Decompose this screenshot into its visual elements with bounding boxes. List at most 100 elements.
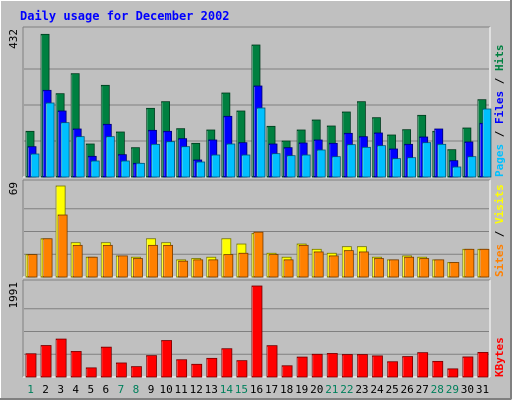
legend-entry: KBytes — [493, 337, 506, 377]
day-label: 5 — [87, 383, 94, 396]
bar-kbytes-day-11 — [176, 359, 188, 378]
bar-pages-day-1 — [30, 153, 40, 178]
legend-entry: Pages — [493, 144, 506, 177]
bar-kbytes-day-26 — [402, 356, 414, 378]
bar-sites-day-13 — [208, 259, 219, 278]
legend-entry: / — [493, 224, 506, 244]
bar-kbytes-day-29 — [447, 368, 459, 378]
bar-sites-day-21 — [328, 255, 339, 278]
bar-sites-day-2 — [42, 238, 53, 278]
bar-pages-day-22 — [346, 144, 356, 178]
bar-pages-day-6 — [105, 136, 115, 178]
bar-pages-day-4 — [75, 136, 85, 178]
day-label: 8 — [133, 383, 140, 396]
bar-pages-day-14 — [226, 143, 236, 178]
bar-pages-day-5 — [90, 160, 100, 178]
bar-pages-day-8 — [136, 162, 145, 178]
day-label: 22 — [340, 383, 353, 396]
bar-pages-day-25 — [392, 158, 401, 178]
day-label: 6 — [103, 383, 110, 396]
bar-pages-day-9 — [151, 143, 160, 178]
bar-pages-day-19 — [301, 154, 311, 178]
bar-pages-day-29 — [452, 166, 462, 178]
bar-kbytes-day-27 — [417, 352, 429, 378]
day-label: 27 — [416, 383, 429, 396]
bar-kbytes-day-3 — [55, 338, 67, 378]
bar-kbytes-day-18 — [281, 365, 293, 378]
day-labels: 1 2 3 4 5 6 7 8 9 10 11 12 13 14 15 16 17 18 19 20 21 22 23 24 2… — [27, 383, 489, 396]
bar-sites-day-28 — [434, 259, 445, 278]
bar-sites-day-20 — [313, 251, 324, 278]
bar-sites-day-18 — [283, 259, 294, 278]
panel-max-label: 1991 — [7, 282, 20, 309]
bar-pages-day-13 — [211, 154, 221, 178]
bar-sites-day-11 — [178, 260, 189, 278]
bar-sites-day-4 — [72, 244, 83, 278]
bar-sites-day-12 — [193, 259, 204, 278]
bar-sites-day-6 — [102, 244, 113, 278]
bar-kbytes-day-15 — [236, 360, 248, 378]
day-label: 15 — [235, 383, 248, 396]
legend-entry: Visits — [493, 184, 506, 224]
day-label: 1 — [27, 383, 34, 396]
bar-kbytes-day-9 — [146, 355, 157, 378]
day-label: 18 — [280, 383, 293, 396]
legend-entry: Hits — [493, 45, 506, 72]
bar-pages-day-18 — [286, 155, 296, 178]
bar-pages-day-24 — [377, 145, 386, 178]
bar-kbytes-day-20 — [311, 353, 323, 378]
day-label: 26 — [401, 383, 414, 396]
day-label: 7 — [118, 383, 125, 396]
bar-sites-day-22 — [343, 250, 354, 278]
day-label: 23 — [355, 383, 368, 396]
bar-pages-day-16 — [256, 107, 266, 178]
day-label: 20 — [310, 383, 323, 396]
bar-kbytes-day-8 — [131, 366, 142, 378]
bar-sites-day-25 — [389, 259, 399, 278]
bar-sites-day-14 — [223, 254, 234, 278]
bar-pages-day-20 — [316, 149, 326, 178]
legend-entry: Files — [493, 91, 506, 124]
bar-pages-day-3 — [60, 122, 70, 178]
bar-kbytes-day-30 — [462, 356, 474, 378]
bar-sites-day-8 — [133, 258, 143, 278]
bar-sites-day-19 — [298, 244, 309, 278]
panel-legend: Pages / Files / Hits — [493, 45, 506, 178]
bar-pages-day-28 — [437, 143, 447, 178]
bar-sites-day-30 — [464, 248, 475, 278]
bar-pages-day-31 — [482, 108, 492, 178]
bar-sites-day-29 — [449, 262, 460, 278]
day-label: 11 — [175, 383, 188, 396]
bar-kbytes-day-22 — [341, 354, 353, 378]
bar-sites-day-7 — [117, 255, 128, 278]
bar-sites-day-24 — [374, 258, 384, 278]
bar-pages-day-21 — [331, 156, 341, 178]
bar-kbytes-day-10 — [161, 340, 172, 378]
day-label: 29 — [446, 383, 459, 396]
bar-pages-day-12 — [196, 161, 206, 178]
bar-sites-day-17 — [268, 254, 279, 278]
bar-sites-day-23 — [359, 251, 369, 278]
bar-sites-day-5 — [87, 256, 98, 278]
bar-pages-day-15 — [241, 154, 251, 178]
bar-sites-day-1 — [27, 254, 38, 278]
chart-title: Daily usage for December 2002 — [20, 9, 230, 23]
panel-kbytes: 1991 KBytes — [7, 279, 506, 378]
bar-kbytes-day-24 — [372, 355, 383, 378]
bar-pages-day-7 — [120, 160, 130, 178]
panel-legend: Sites / Visits — [493, 184, 506, 277]
bar-kbytes-day-25 — [387, 361, 398, 378]
panel-hits_files_pages: 432 Pages / Files / Hits — [7, 26, 506, 178]
bar-kbytes-day-12 — [191, 363, 203, 378]
day-label: 2 — [42, 383, 49, 396]
bar-sites-day-9 — [148, 244, 158, 278]
bar-kbytes-day-2 — [40, 345, 52, 378]
day-label: 25 — [385, 383, 398, 396]
bar-sites-day-31 — [479, 248, 490, 278]
bar-pages-day-23 — [362, 146, 371, 178]
day-label: 17 — [265, 383, 278, 396]
day-label: 10 — [159, 383, 172, 396]
day-label: 24 — [370, 383, 384, 396]
bar-kbytes-day-16 — [251, 285, 263, 378]
